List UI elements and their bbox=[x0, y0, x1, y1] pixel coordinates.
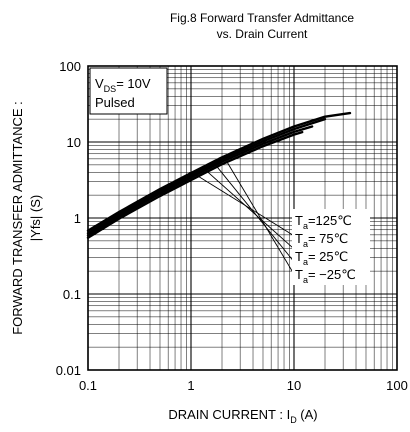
legend-var: T bbox=[295, 213, 303, 228]
plot-frame bbox=[87, 65, 398, 371]
x-tick-label: 1 bbox=[187, 378, 194, 393]
y-tick-label: 0.1 bbox=[63, 287, 81, 302]
legend-item-125: Ta=125℃ bbox=[295, 213, 352, 231]
x-tick-labels: 0.1 1 10 100 bbox=[79, 378, 408, 393]
legend-var: T bbox=[295, 231, 303, 246]
x-axis-label: DRAIN CURRENT : ID (A) bbox=[168, 407, 317, 425]
legend-val: = −25℃ bbox=[308, 267, 356, 282]
legend-sub: a bbox=[303, 221, 308, 231]
chart-title-line2: vs. Drain Current bbox=[217, 27, 308, 41]
y-axis-label: FORWARD TRANSFER ADMITTANCE : bbox=[10, 101, 25, 335]
condition-box bbox=[89, 67, 168, 115]
y-tick-labels: 100 10 1 0.1 0.01 bbox=[56, 59, 81, 378]
y-tick-label: 10 bbox=[67, 135, 81, 150]
legend-var: T bbox=[295, 267, 303, 282]
x-axis-label-unit: (A) bbox=[297, 407, 318, 422]
series-line-0 bbox=[86, 111, 352, 232]
series-line-3 bbox=[86, 130, 304, 239]
legend-val: = 25℃ bbox=[308, 249, 348, 264]
legend-background bbox=[292, 209, 370, 285]
series-line-2 bbox=[86, 125, 314, 237]
chart-title-line1: Fig.8 Forward Transfer Admittance bbox=[170, 11, 354, 25]
vds-subscript: DS bbox=[104, 84, 117, 94]
legend-sub: a bbox=[303, 239, 308, 249]
vds-condition: VDS= 10V bbox=[95, 76, 151, 94]
legend-item-25: Ta= 25℃ bbox=[295, 249, 348, 267]
x-axis-label-sub: D bbox=[290, 415, 297, 425]
y-tick-label: 1 bbox=[74, 211, 81, 226]
x-tick-label: 100 bbox=[386, 378, 408, 393]
legend-item-75: Ta= 75℃ bbox=[295, 231, 348, 249]
x-tick-label: 0.1 bbox=[79, 378, 97, 393]
vds-symbol: V bbox=[95, 76, 104, 91]
pulsed-note: Pulsed bbox=[95, 95, 135, 110]
legend-val: = 75℃ bbox=[308, 231, 348, 246]
temperature-legend: Ta=125℃ Ta= 75℃ Ta= 25℃ Ta= −25℃ bbox=[292, 209, 370, 285]
leader-line-3 bbox=[226, 162, 297, 279]
x-axis-label-text: DRAIN CURRENT : I bbox=[168, 407, 290, 422]
y-tick-label: 0.01 bbox=[56, 363, 81, 378]
leader-line-1 bbox=[204, 168, 297, 252]
series-line-1 bbox=[86, 117, 327, 235]
legend-var: T bbox=[295, 249, 303, 264]
series-lines bbox=[86, 111, 352, 239]
leader-line-2 bbox=[215, 165, 297, 265]
y-axis-label-unit: |Yfs| (S) bbox=[28, 195, 43, 241]
vds-value: = 10V bbox=[116, 76, 151, 91]
x-tick-label: 10 bbox=[287, 378, 301, 393]
legend-item-minus25: Ta= −25℃ bbox=[295, 267, 356, 285]
legend-leader-lines bbox=[192, 162, 297, 279]
y-tick-label: 100 bbox=[59, 59, 81, 74]
legend-sub: a bbox=[303, 257, 308, 267]
legend-sub: a bbox=[303, 275, 308, 285]
legend-val: =125℃ bbox=[308, 213, 352, 228]
